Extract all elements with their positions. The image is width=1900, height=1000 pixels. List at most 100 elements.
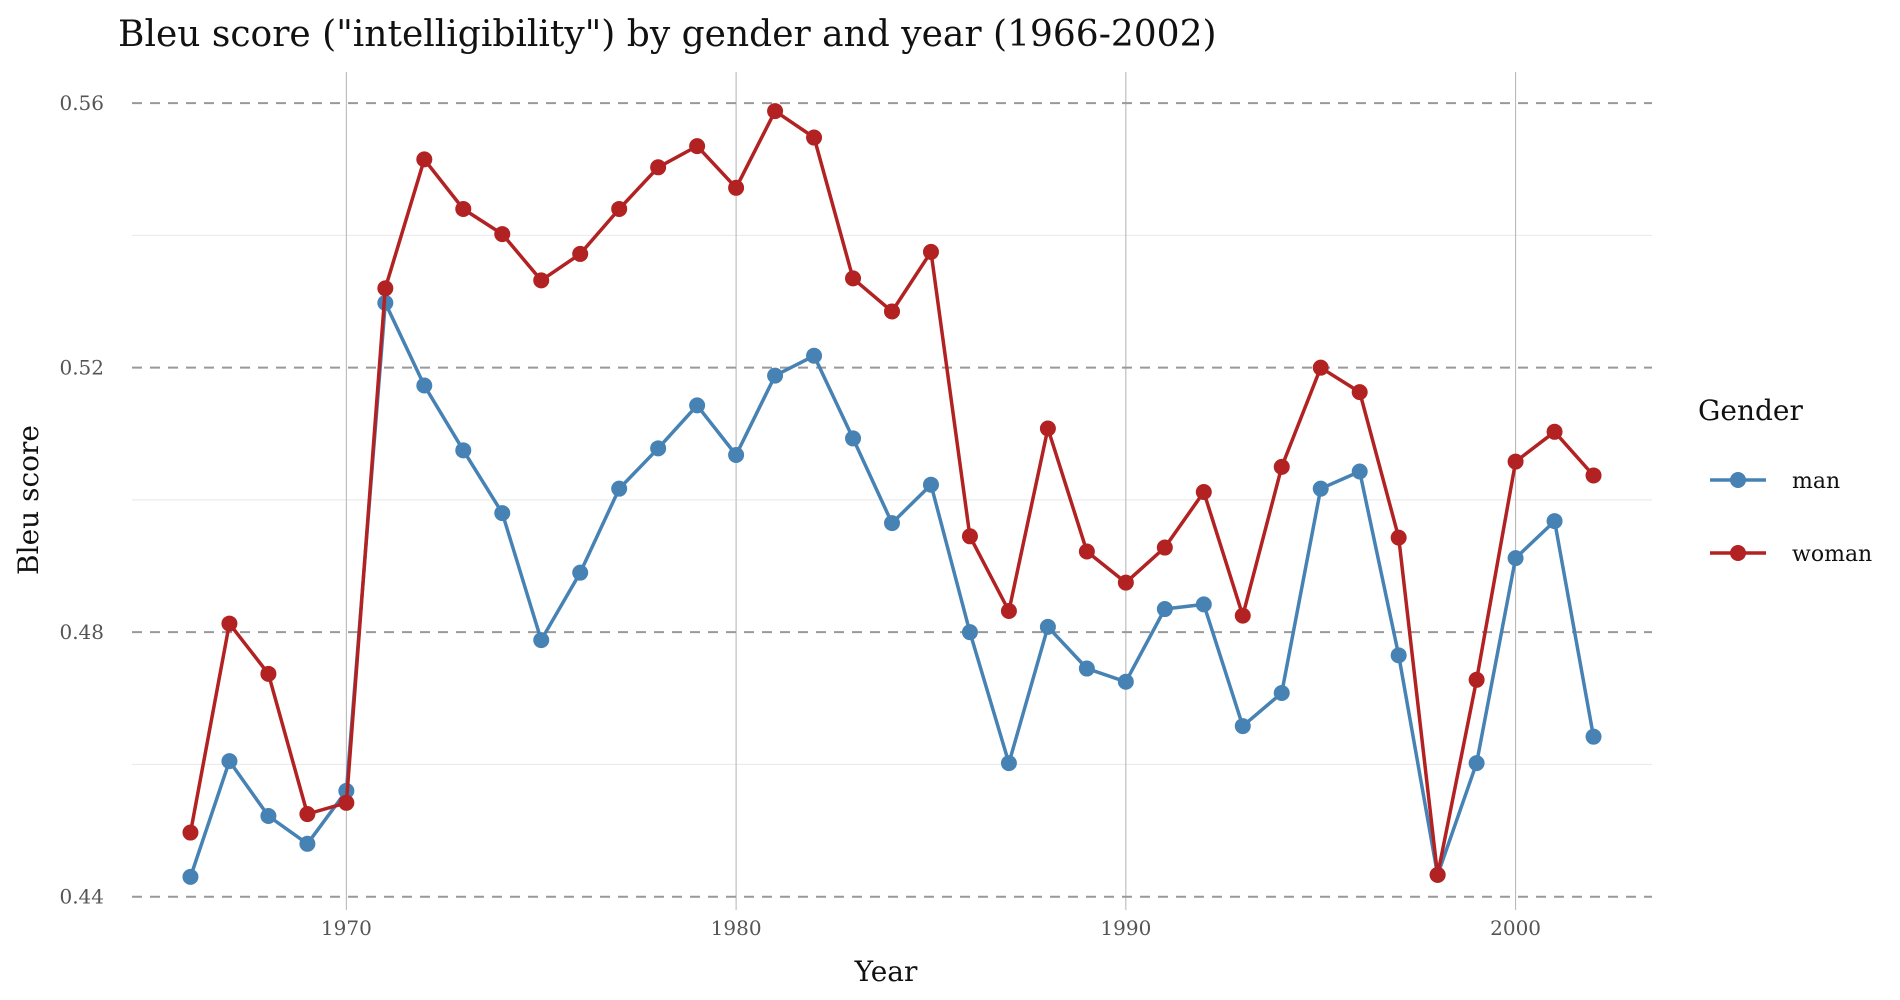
series-line-woman bbox=[188, 109, 1595, 877]
data-point-man bbox=[182, 868, 199, 885]
data-point-man bbox=[767, 367, 784, 384]
x-axis-title: Year bbox=[854, 955, 918, 988]
data-point-woman bbox=[1390, 529, 1407, 546]
data-point-man bbox=[494, 505, 511, 522]
y-axis-ticks: 0.44 0.48 0.52 0.56 bbox=[59, 91, 104, 909]
data-point-woman bbox=[650, 159, 667, 176]
legend-label: man bbox=[1792, 469, 1840, 494]
data-point-man bbox=[611, 480, 628, 497]
legend-key-marker bbox=[1730, 545, 1746, 561]
legend-label: woman bbox=[1792, 542, 1872, 567]
data-point-man bbox=[1351, 463, 1368, 480]
series-layer bbox=[182, 103, 1602, 885]
legend-key-marker bbox=[1730, 472, 1746, 488]
data-point-man bbox=[845, 430, 862, 447]
data-point-man bbox=[1273, 685, 1290, 702]
data-point-woman bbox=[806, 129, 823, 146]
data-point-woman bbox=[728, 179, 745, 196]
data-point-woman bbox=[533, 272, 550, 289]
data-point-woman bbox=[221, 615, 238, 632]
legend-items: man woman bbox=[1710, 469, 1872, 567]
x-tick-label: 2000 bbox=[1490, 916, 1541, 940]
data-point-woman bbox=[1468, 671, 1485, 688]
data-point-man bbox=[572, 564, 589, 581]
legend: Gender man woman bbox=[1698, 394, 1872, 567]
data-point-man bbox=[1312, 480, 1329, 497]
series-woman bbox=[182, 103, 1602, 883]
data-point-man bbox=[1117, 673, 1134, 690]
legend-item-man: man bbox=[1710, 469, 1840, 494]
legend-title: Gender bbox=[1698, 394, 1803, 427]
data-point-woman bbox=[1351, 384, 1368, 401]
data-point-man bbox=[1039, 618, 1056, 635]
data-point-woman bbox=[1546, 423, 1563, 440]
data-point-woman bbox=[416, 151, 433, 168]
data-point-woman bbox=[338, 794, 355, 811]
data-point-woman bbox=[299, 806, 316, 823]
data-point-woman bbox=[1507, 453, 1524, 470]
series-man bbox=[182, 294, 1602, 885]
data-point-man bbox=[961, 624, 978, 641]
data-point-man bbox=[1078, 660, 1095, 677]
data-point-man bbox=[1156, 601, 1173, 618]
x-tick-label: 1970 bbox=[321, 916, 372, 940]
data-point-woman bbox=[1078, 543, 1095, 560]
x-axis-ticks: 1970 1980 1990 2000 bbox=[321, 916, 1541, 940]
data-point-woman bbox=[611, 200, 628, 217]
data-point-woman bbox=[1039, 420, 1056, 437]
data-point-man bbox=[221, 753, 238, 770]
data-point-man bbox=[1195, 596, 1212, 613]
data-point-man bbox=[1507, 550, 1524, 567]
data-point-woman bbox=[845, 270, 862, 287]
data-point-man bbox=[806, 347, 823, 364]
data-point-man bbox=[1390, 647, 1407, 664]
data-point-woman bbox=[884, 303, 900, 320]
data-point-man bbox=[689, 397, 706, 414]
data-point-woman bbox=[377, 280, 394, 297]
data-point-man bbox=[922, 476, 939, 493]
data-point-woman bbox=[455, 200, 472, 217]
data-point-man bbox=[1468, 755, 1485, 772]
data-point-man bbox=[416, 377, 433, 394]
data-point-woman bbox=[572, 245, 589, 262]
data-point-man bbox=[1000, 755, 1017, 772]
y-tick-label: 0.48 bbox=[59, 620, 104, 644]
y-tick-label: 0.56 bbox=[59, 91, 104, 115]
grid bbox=[132, 72, 1652, 910]
data-point-woman bbox=[1195, 483, 1212, 500]
data-point-woman bbox=[182, 824, 199, 841]
data-point-man bbox=[728, 446, 745, 463]
chart-title: Bleu score ("intelligibility") by gender… bbox=[118, 14, 1217, 55]
data-point-man bbox=[455, 442, 472, 459]
data-point-woman bbox=[689, 138, 706, 155]
data-point-man bbox=[260, 808, 277, 825]
data-point-man bbox=[650, 440, 667, 457]
x-tick-label: 1990 bbox=[1100, 916, 1151, 940]
data-point-woman bbox=[1117, 574, 1134, 591]
data-point-man bbox=[533, 632, 550, 649]
data-point-woman bbox=[1156, 539, 1173, 556]
y-tick-label: 0.44 bbox=[59, 885, 104, 909]
data-point-woman bbox=[1312, 359, 1329, 376]
data-point-woman bbox=[767, 103, 784, 120]
data-point-man bbox=[1546, 513, 1563, 530]
data-point-woman bbox=[961, 528, 978, 545]
x-tick-label: 1980 bbox=[711, 916, 762, 940]
data-point-man bbox=[1234, 718, 1251, 735]
data-point-woman bbox=[1234, 607, 1251, 624]
data-point-woman bbox=[1585, 467, 1602, 484]
data-point-woman bbox=[494, 226, 511, 243]
series-line-man bbox=[188, 301, 1596, 878]
data-point-man bbox=[884, 515, 900, 532]
data-point-man bbox=[299, 835, 316, 852]
data-point-man bbox=[1585, 728, 1602, 745]
y-tick-label: 0.52 bbox=[59, 356, 104, 380]
data-point-woman bbox=[1000, 603, 1017, 620]
y-axis-title: Bleu score bbox=[12, 425, 45, 575]
data-point-woman bbox=[1273, 458, 1290, 475]
data-point-woman bbox=[1429, 866, 1446, 883]
data-point-woman bbox=[922, 243, 939, 260]
data-point-woman bbox=[260, 665, 277, 682]
legend-item-woman: woman bbox=[1710, 542, 1872, 567]
